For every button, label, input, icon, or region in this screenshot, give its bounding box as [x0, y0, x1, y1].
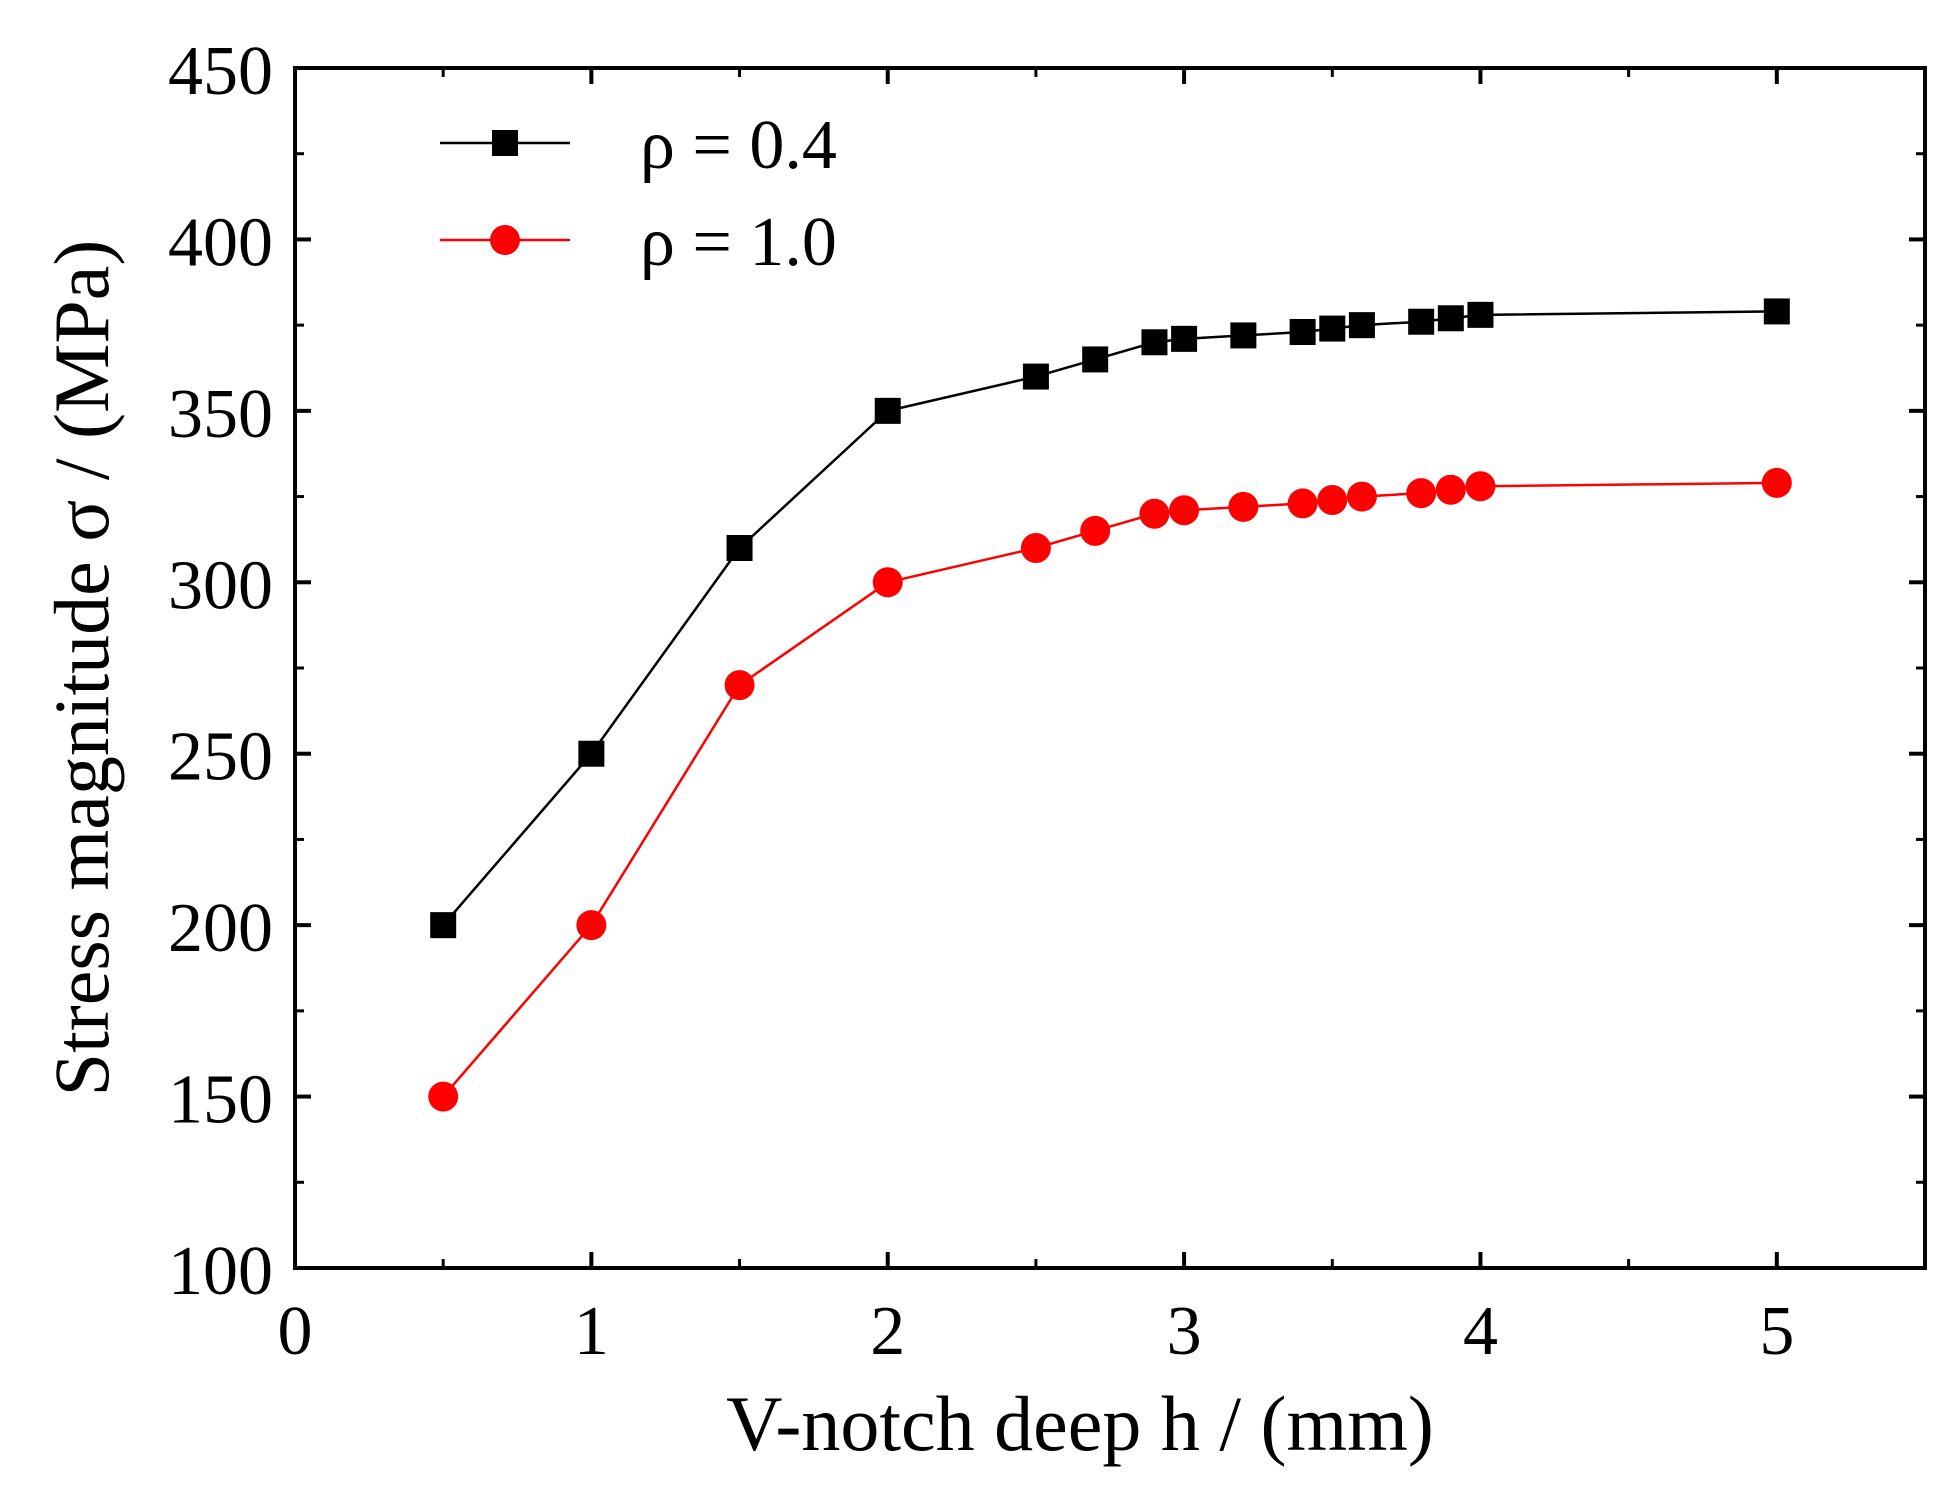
x-tick-label: 1: [574, 1293, 609, 1370]
x-tick-label: 0: [278, 1293, 313, 1370]
y-tick-label: 400: [168, 204, 273, 281]
data-point: [1082, 346, 1109, 373]
series-layer: [428, 298, 1792, 1112]
x-tick-label: 2: [870, 1293, 905, 1370]
data-point: [1080, 515, 1111, 546]
y-tick-label: 250: [168, 719, 273, 796]
series-line: [442, 481, 1777, 1098]
x-tick-label: 3: [1167, 1293, 1202, 1370]
data-point: [578, 740, 605, 767]
x-tick-label: 5: [1759, 1293, 1794, 1370]
legend-item-2: ρ = 1.0: [440, 204, 837, 281]
data-point: [1171, 325, 1198, 352]
y-tick-labels: 100 150 200 250 300 350 400 450: [168, 33, 273, 1310]
data-point: [428, 1081, 459, 1112]
series-1: [430, 298, 1790, 939]
data-point: [1287, 488, 1318, 519]
data-point: [1763, 298, 1790, 325]
legend-item-1: ρ = 0.4: [440, 107, 837, 184]
y-tick-label: 300: [168, 547, 273, 624]
x-axis-label: V-notch deep h / (mm): [726, 1380, 1434, 1467]
plot-frame: [293, 66, 1927, 1270]
data-point: [1346, 481, 1377, 512]
data-point: [1141, 329, 1168, 356]
data-point: [726, 535, 753, 561]
y-tick-label: 350: [168, 376, 273, 453]
legend-label: ρ = 1.0: [640, 204, 837, 281]
data-point: [1020, 533, 1051, 563]
y-tick-label: 150: [168, 1062, 273, 1139]
data-point: [1289, 319, 1316, 345]
legend: ρ = 0.4 ρ = 1.0: [440, 107, 837, 281]
y-tick-label: 450: [168, 33, 273, 110]
data-point: [576, 910, 607, 941]
data-point: [430, 912, 457, 939]
data-point: [1169, 495, 1200, 526]
y-axis-label: Stress magnitude σ / (MPa): [38, 240, 125, 1097]
data-point: [872, 567, 903, 598]
data-point: [1228, 491, 1259, 522]
series-2: [428, 467, 1792, 1112]
x-tick-labels: 0 1 2 3 4 5: [278, 1293, 1795, 1370]
series-line: [442, 310, 1777, 926]
data-point: [874, 397, 901, 424]
data-point: [1022, 363, 1049, 390]
legend-marker: [490, 225, 520, 255]
data-point: [1467, 301, 1494, 328]
legend-label: ρ = 0.4: [640, 107, 837, 184]
data-point: [1465, 471, 1496, 502]
major-ticks: [293, 66, 1925, 1270]
data-point: [1408, 308, 1435, 335]
x-tick-label: 4: [1463, 1293, 1498, 1370]
data-point: [1406, 478, 1437, 509]
data-point: [1230, 322, 1257, 349]
data-point: [1761, 467, 1792, 498]
y-tick-label: 200: [168, 890, 273, 967]
data-point: [1348, 312, 1375, 339]
data-point: [1319, 315, 1346, 342]
data-point: [1317, 485, 1348, 515]
data-point: [724, 670, 755, 701]
y-tick-label: 100: [168, 1233, 273, 1310]
data-point: [1139, 498, 1170, 529]
minor-ticks: [295, 68, 1925, 1268]
legend-marker: [492, 130, 518, 156]
data-point: [1435, 474, 1466, 505]
data-point: [1437, 305, 1464, 332]
